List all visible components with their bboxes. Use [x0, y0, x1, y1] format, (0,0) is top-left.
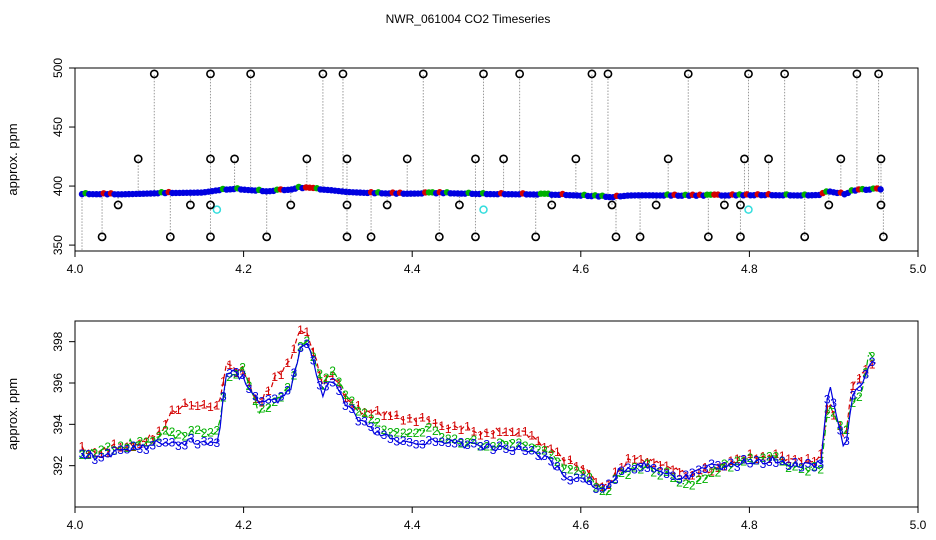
bottom-x-tick-label: 4.8 [741, 518, 758, 532]
top-y-tick-label: 450 [51, 117, 65, 137]
bottom-series-marker-3: 3 [284, 383, 291, 397]
bottom-y-tick-label: 398 [51, 331, 65, 351]
bottom-series-marker-3: 3 [303, 337, 310, 351]
bottom-series-marker-3: 3 [220, 389, 227, 403]
bottom-y-tick-label: 394 [51, 414, 65, 434]
bottom-series-marker-3: 3 [862, 367, 869, 381]
figure-title: NWR_061004 CO2 Timeseries [386, 12, 551, 26]
bottom-series-marker-3: 3 [830, 396, 837, 410]
bottom-series-marker-3: 3 [291, 366, 298, 380]
bottom-x-tick-label: 5.0 [910, 518, 927, 532]
top-y-tick-label: 500 [51, 58, 65, 78]
bottom-x-tick-label: 4.6 [572, 518, 589, 532]
bottom-series-marker-3: 3 [310, 354, 317, 368]
top-y-tick-label: 350 [51, 235, 65, 255]
top-data-point [877, 186, 883, 192]
top-x-tick-label: 5.0 [910, 262, 927, 276]
bottom-series-marker-3: 3 [214, 436, 221, 450]
bottom-series-marker-3: 3 [856, 380, 863, 394]
top-y-axis-label: approx. ppm [5, 123, 20, 195]
bottom-series-marker-3: 3 [843, 434, 850, 448]
bottom-x-tick-label: 4.2 [235, 518, 252, 532]
bottom-y-axis-label: approx. ppm [5, 378, 20, 450]
bottom-x-tick-label: 4.0 [67, 518, 84, 532]
top-x-tick-label: 4.8 [741, 262, 758, 276]
top-x-tick-label: 4.2 [235, 262, 252, 276]
bottom-y-tick-label: 392 [51, 455, 65, 475]
top-x-tick-label: 4.6 [572, 262, 589, 276]
bottom-series-marker-3: 3 [869, 355, 876, 369]
bottom-series-marker-3: 3 [336, 384, 343, 398]
bottom-series-marker-3: 3 [239, 368, 246, 382]
bottom-y-tick-label: 396 [51, 373, 65, 393]
bottom-x-tick-label: 4.4 [404, 518, 421, 532]
bottom-series-marker-3: 3 [817, 457, 824, 471]
top-x-tick-label: 4.0 [67, 262, 84, 276]
top-y-tick-label: 400 [51, 176, 65, 196]
top-x-tick-label: 4.4 [404, 262, 421, 276]
